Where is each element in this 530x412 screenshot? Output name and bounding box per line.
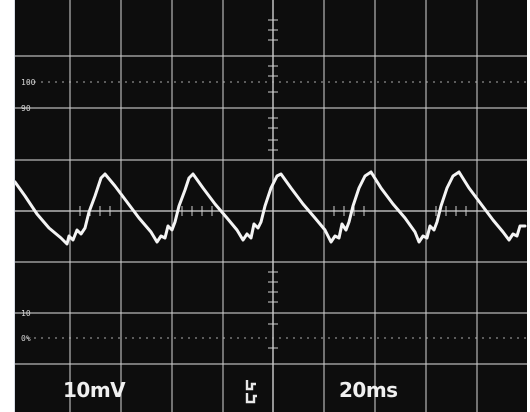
marker-90-label: 90	[21, 104, 31, 113]
center-axis-ticks	[79, 19, 467, 349]
oscilloscope-screen: 100 90 10 0% 10mV 20ms	[14, 0, 527, 412]
percent-marker-labels: 100 90 10 0%	[21, 78, 36, 343]
marker-10-label: 10	[21, 309, 31, 318]
marker-100-label: 100	[21, 78, 36, 87]
volts-per-division-readout: 10mV	[63, 378, 126, 402]
graticule-vertical-lines	[69, 0, 478, 412]
oscilloscope-display: 100 90 10 0%	[15, 0, 527, 412]
percent-reference-lines	[27, 81, 527, 339]
waveform-trace	[15, 170, 527, 246]
trigger-coupling-icon	[243, 378, 261, 404]
time-per-division-readout: 20ms	[339, 378, 398, 402]
marker-0-label: 0%	[21, 334, 31, 343]
graticule-horizontal-lines	[15, 55, 527, 365]
